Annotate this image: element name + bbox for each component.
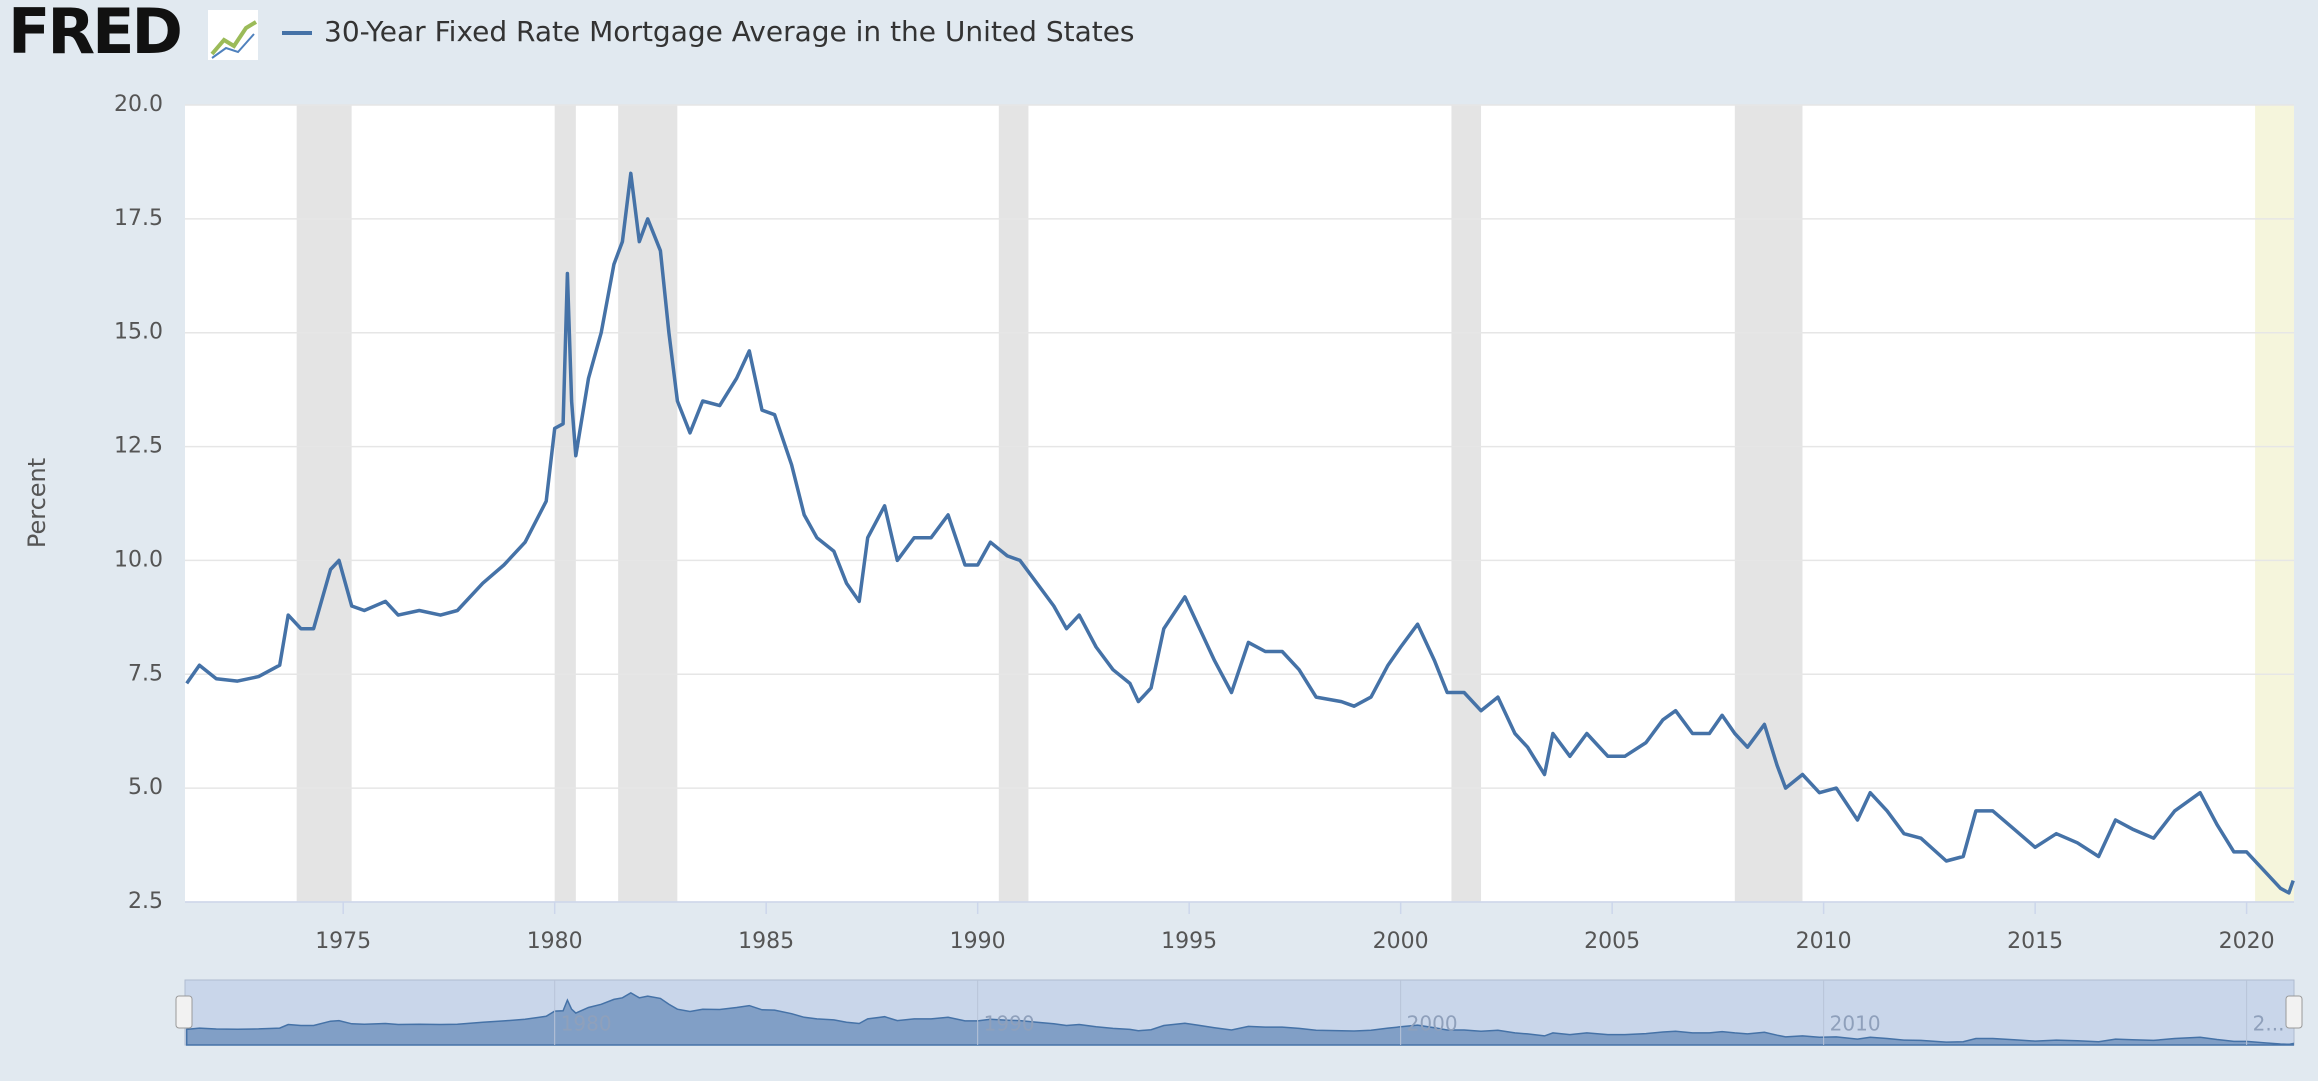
series-line (185, 171, 2295, 895)
recession-band (1451, 105, 1482, 902)
x-tick-label: 1980 (527, 929, 583, 954)
navigator-handle-right[interactable] (2285, 995, 2303, 1029)
y-tick-label: 7.5 (128, 661, 163, 686)
y-tick-label: 5.0 (128, 775, 163, 800)
y-axis-label: Percent (23, 458, 51, 548)
recession-band (296, 105, 352, 902)
x-tick-label: 2000 (1373, 929, 1429, 954)
x-tick-label: 2005 (1584, 929, 1640, 954)
navigator-tick-label: 2... (2253, 1012, 2285, 1036)
logo: FRED (8, 0, 180, 68)
y-tick-label: 12.5 (114, 434, 163, 459)
y-tick-label: 10.0 (114, 547, 163, 572)
navigator-tick-label: 1990 (984, 1012, 1035, 1036)
recession-band (1734, 105, 1803, 902)
navigator-series (185, 992, 2294, 1046)
highlight-band (2255, 105, 2294, 902)
navigator-tick-label: 2010 (1830, 1012, 1881, 1036)
y-tick-label: 17.5 (114, 206, 163, 231)
y-tick-label: 15.0 (114, 320, 163, 345)
recession-band (998, 105, 1029, 902)
x-tick-label: 1990 (950, 929, 1006, 954)
x-tick-label: 1975 (315, 929, 371, 954)
x-tick-label: 2020 (2219, 929, 2275, 954)
legend-label[interactable]: 30-Year Fixed Rate Mortgage Average in t… (324, 15, 1135, 48)
navigator-tick-label: 2000 (1407, 1012, 1458, 1036)
x-tick-label: 2010 (1796, 929, 1852, 954)
x-tick-label: 1995 (1161, 929, 1217, 954)
plot-area (185, 105, 2294, 902)
recession-band (554, 105, 576, 902)
navigator-tick-label: 1980 (561, 1012, 612, 1036)
x-tick-label: 2015 (2007, 929, 2063, 954)
y-tick-label: 2.5 (128, 889, 163, 914)
logo-icon (208, 10, 258, 60)
navigator-handle-left[interactable] (175, 995, 193, 1029)
y-tick-label: 20.0 (114, 92, 163, 117)
x-tick-label: 1985 (738, 929, 794, 954)
recession-band (618, 105, 678, 902)
